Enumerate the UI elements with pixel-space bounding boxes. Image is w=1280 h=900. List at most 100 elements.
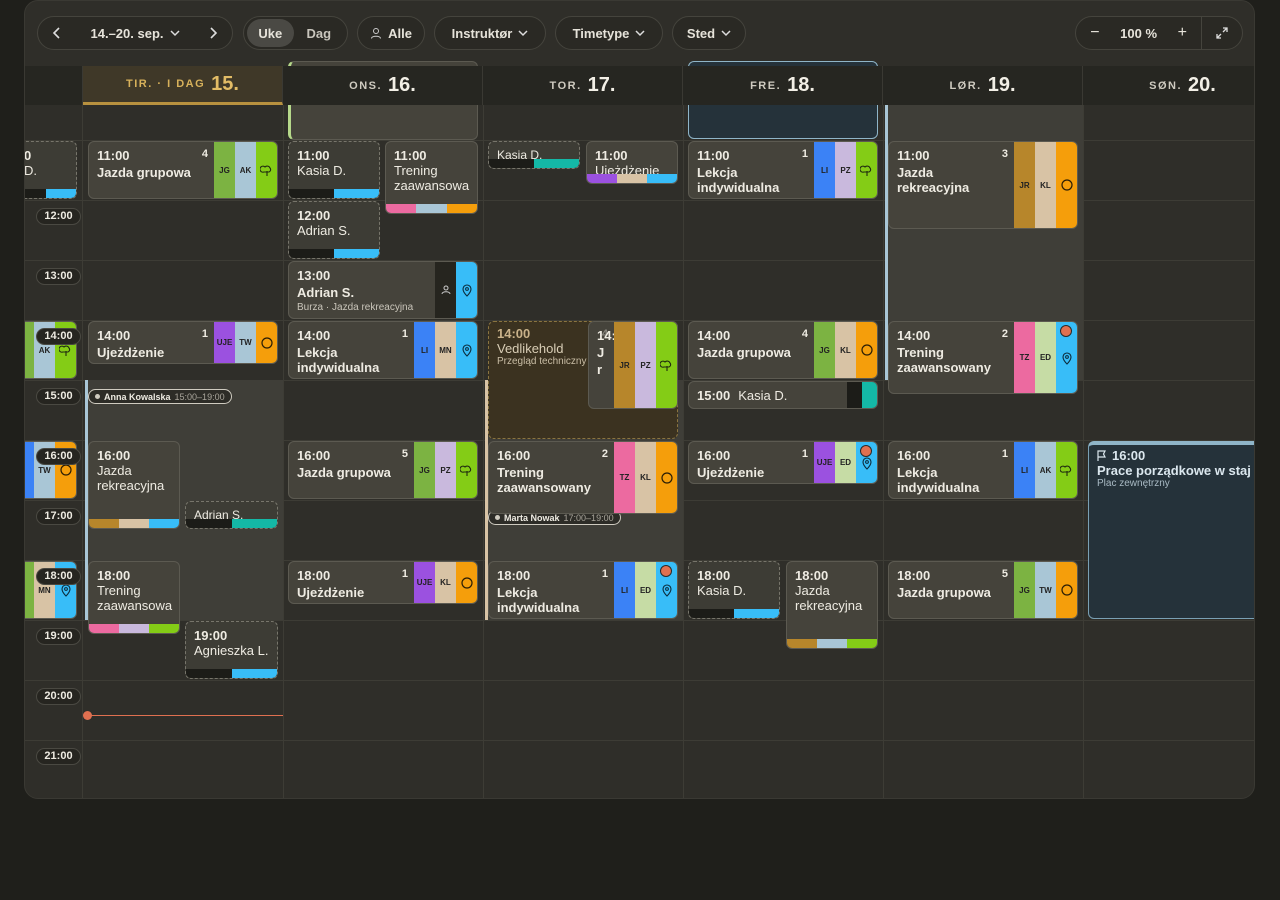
icon-glyph [59, 464, 72, 476]
time-column [25, 105, 83, 798]
row-line [25, 740, 1254, 741]
expand-button[interactable] [1202, 27, 1242, 39]
range-button[interactable]: 14.–20. sep. [76, 26, 195, 41]
event-title: Lekcja indywidualna [297, 345, 380, 375]
strip [89, 519, 179, 528]
range-label: 14.–20. sep. [90, 25, 164, 41]
icon-glyph [660, 471, 673, 484]
strip [587, 174, 677, 183]
event-title: Kasia D. [697, 583, 747, 598]
event-time: 11:00 [394, 148, 427, 163]
tag-cut [25, 442, 34, 498]
strip-part [149, 519, 179, 528]
event-title: Lekcja indywidualna [697, 165, 780, 195]
strip-part [787, 639, 817, 648]
event-mini: 18:00 Trening zaawansowa [88, 561, 180, 634]
filter-instructor[interactable]: Instruktør [434, 16, 546, 50]
day-name: TIR. · I DAG [126, 78, 206, 90]
event-time: 18:00 [297, 568, 331, 583]
event-body: 11:00 4 Jazda grupowa [89, 142, 214, 198]
event-body: 14:00 1 Lekcja indywidualna [289, 322, 414, 378]
tag: TW [1035, 562, 1056, 618]
zoom-level: 100 % [1114, 26, 1164, 41]
zoom-out[interactable]: − [1076, 24, 1114, 42]
tag: LI [414, 322, 435, 378]
day-name: TOR. [549, 79, 582, 92]
event-title: Ujeżdżenie [697, 465, 765, 480]
pin-icon [1056, 322, 1077, 393]
tag: AK [1035, 442, 1056, 498]
prev-button[interactable] [38, 27, 76, 39]
icon-glyph [259, 165, 271, 176]
strip-part [386, 204, 417, 213]
event-body: 14:004 Jr [589, 322, 614, 408]
filter-all[interactable]: Alle [357, 16, 425, 50]
strip-part [186, 519, 232, 528]
filter-place[interactable]: Sted [672, 16, 746, 50]
view-day[interactable]: Dag [294, 19, 344, 47]
tag: ED [1035, 322, 1056, 393]
filter-type[interactable]: Timetype [555, 16, 663, 50]
event-mini: Kasia D. [488, 141, 580, 169]
event-card: 11:00 4 Jazda grupowa JG AK [88, 141, 278, 199]
zoom-in[interactable]: + [1163, 24, 1201, 42]
view-label: Uke [258, 25, 283, 41]
event-count: 1 [1001, 448, 1008, 460]
tag: UJE [414, 562, 435, 603]
task-head: 16:00 [1097, 448, 1254, 463]
event-count: 1 [601, 568, 608, 580]
strip-part [734, 609, 779, 618]
event-time: 11:00 [595, 148, 628, 163]
icon-glyph [661, 584, 672, 597]
event-time: 14:00 [697, 328, 731, 343]
event-time: 18:00 [897, 568, 931, 583]
strip-part [847, 639, 877, 648]
event-title: Prace porządkowe w staj [1097, 463, 1251, 478]
event-title: Trening zaawansowany [497, 465, 591, 495]
strip-part [534, 159, 579, 168]
row-line [25, 680, 1254, 681]
filter-label: Alle [388, 25, 412, 41]
divider [1201, 16, 1203, 50]
event-body: 18:00 1 Ujeżdżenie [289, 562, 414, 603]
event-card: 16:00 5 Jazda grupowa JG PZ [288, 441, 478, 499]
calendar-panel: Anna Kowalska 15:00–19:00 Marta Nowak 17:00… [24, 0, 1255, 799]
view-week[interactable]: Uke [247, 19, 294, 47]
event-mini: 18:00 Kasia D. [688, 561, 780, 619]
dot [95, 394, 100, 399]
next-button[interactable] [194, 27, 232, 39]
event-time: 12:00 [297, 208, 331, 223]
dot [495, 515, 500, 520]
strip [289, 189, 379, 198]
event-body: 14:00 4 Jazda grupowa [689, 322, 814, 378]
strip [386, 204, 477, 213]
event-title: Adrian S. [194, 508, 244, 521]
icon-glyph [1059, 465, 1071, 476]
event-card: 16:00 2 Trening zaawansowany TZ KL [488, 441, 678, 514]
tag: KL [1035, 142, 1056, 228]
row-line [25, 200, 1254, 201]
icon-glyph [441, 285, 450, 295]
tag: KL [435, 562, 456, 603]
event-time: 18:00 [697, 568, 731, 583]
time-label: 12:00 [36, 208, 81, 225]
event-time: 14:00 [597, 328, 614, 343]
event-title: Kasia D. [738, 387, 788, 403]
day-header: ONS. 16. [283, 66, 483, 105]
icon-glyph [60, 584, 71, 597]
chevron-down [169, 30, 180, 37]
strip-part [289, 189, 334, 198]
tag: MN [435, 322, 456, 378]
circle-icon [856, 322, 877, 378]
event-mini: Adrian S. [185, 501, 278, 529]
icon-glyph [659, 360, 671, 371]
tag: ED [835, 442, 856, 483]
event-body: 0 D. [25, 142, 76, 191]
event-title: Jazda grupowa [697, 345, 791, 360]
flag-icon [1097, 449, 1106, 461]
event-body: 19:00 Agnieszka L. [186, 622, 277, 671]
tag: LI [614, 562, 635, 618]
event-time: 14:00 [497, 326, 531, 341]
now-dot [83, 711, 92, 720]
event-sub: Plac zewnętrzny [1097, 478, 1170, 489]
